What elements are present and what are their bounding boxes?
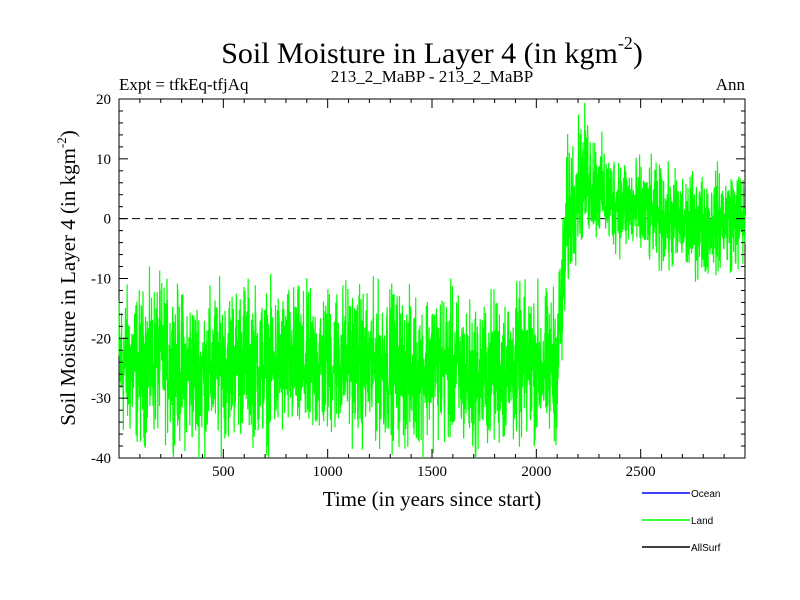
- y-tick-label: 20: [96, 92, 111, 108]
- season-label: Ann: [716, 75, 746, 94]
- x-tick-label: 2000: [521, 464, 551, 480]
- y-tick-label: -30: [91, 391, 111, 407]
- y-axis-ticks: -40 -30 -20 -10 0 10 20: [91, 92, 745, 467]
- y-tick-label: -20: [91, 331, 111, 347]
- y-tick-label: -40: [91, 451, 111, 467]
- series-line-land: [118, 102, 746, 459]
- period-label: 213_2_MaBP - 213_2_MaBP: [331, 67, 533, 86]
- chart-title: Soil Moisture in Layer 4 (in kgm-2): [221, 33, 643, 70]
- y-axis-label: Soil Moisture in Layer 4 (in kgm-2): [54, 130, 80, 425]
- chart-title-close: ): [633, 37, 643, 70]
- x-tick-label: 2500: [626, 464, 656, 480]
- legend-label-land: Land: [691, 516, 713, 527]
- legend-label-ocean: Ocean: [691, 489, 720, 500]
- x-tick-label: 500: [212, 464, 235, 480]
- experiment-label: Expt = tfkEq-tfjAq: [119, 75, 249, 94]
- y-tick-label: -10: [91, 272, 111, 288]
- x-axis-ticks: 500 1000 1500 2000 2500: [139, 99, 725, 480]
- x-tick-label: 1000: [313, 464, 343, 480]
- chart-title-sup: -2: [618, 33, 633, 53]
- legend: Ocean Land AllSurf: [642, 489, 721, 554]
- y-tick-label: 10: [96, 152, 111, 168]
- x-tick-label: 1500: [417, 464, 447, 480]
- y-axis-label-sup: -2: [54, 137, 69, 148]
- series-group: [118, 102, 746, 459]
- x-axis-label: Time (in years since start): [323, 487, 542, 511]
- legend-label-allsurf: AllSurf: [691, 543, 721, 554]
- y-tick-label: 0: [104, 212, 112, 228]
- y-axis-label-close: ): [56, 130, 80, 137]
